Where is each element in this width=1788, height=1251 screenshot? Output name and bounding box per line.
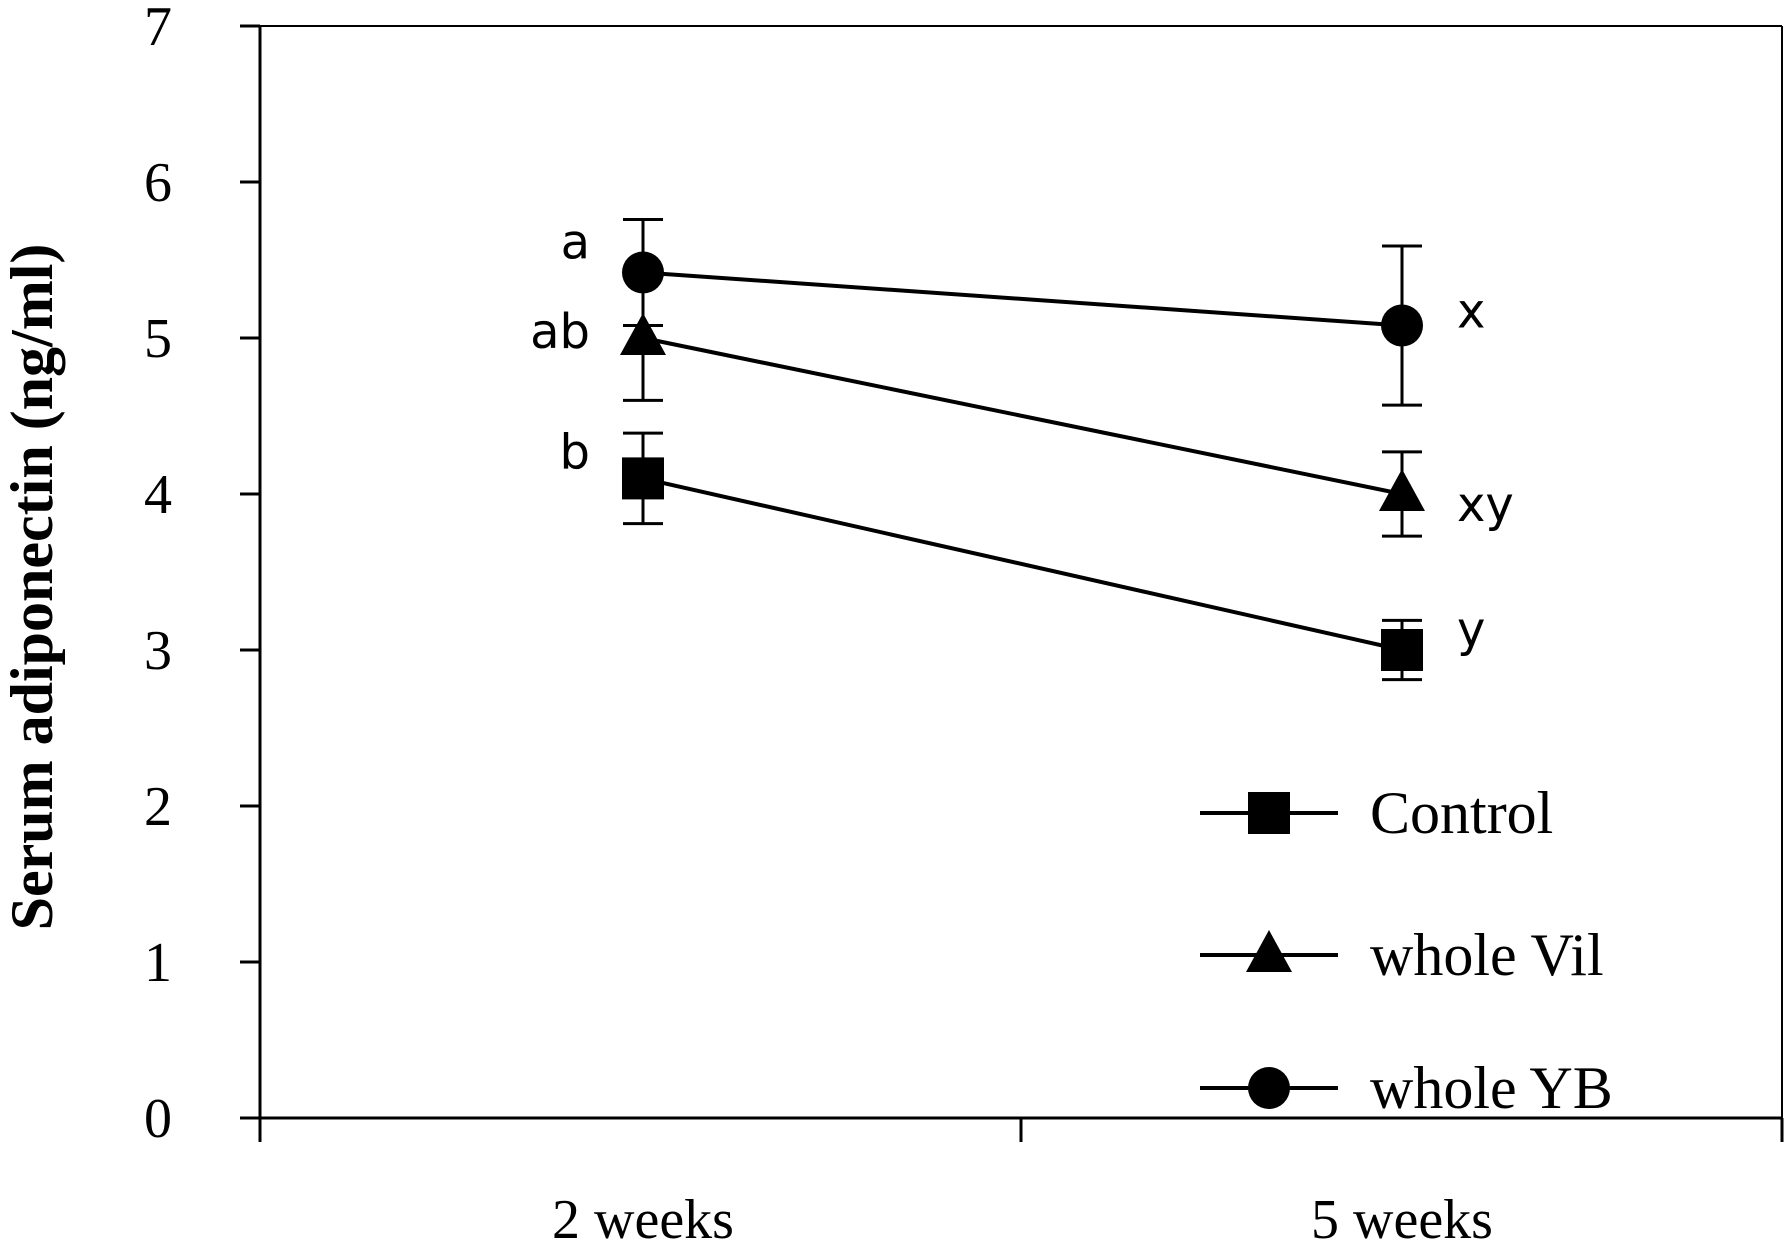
significance-label-whole-yb-1: x — [1457, 284, 1485, 340]
legend-label-control: Control — [1370, 780, 1553, 846]
data-point-control-1 — [1381, 629, 1423, 671]
series-line-control — [642, 476, 1403, 652]
series-whole-vil: ab xy — [530, 274, 1514, 538]
data-point-whole-yb-0 — [622, 251, 664, 294]
legend-label-whole-yb: whole YB — [1370, 1055, 1613, 1121]
y-tick-label-5: 5 — [144, 308, 172, 370]
significance-label-control-0: b — [560, 424, 590, 480]
y-tick-label-6: 6 — [144, 152, 172, 214]
series-line-whole-yb — [642, 270, 1403, 328]
legend-item-whole-vil: whole Vil — [1200, 922, 1604, 988]
significance-label-whole-vil-0: ab — [530, 304, 590, 360]
legend-marker-control — [1248, 792, 1290, 834]
series-line-whole-vil — [642, 336, 1403, 496]
series-control: by — [560, 424, 1485, 682]
x-tick-label-0: 2 weeks — [552, 1189, 734, 1246]
legend-marker-whole-yb — [1248, 1067, 1290, 1109]
significance-label-control-1: y — [1457, 602, 1485, 658]
significance-label-whole-vil-1: xy — [1457, 477, 1514, 533]
legend-label-whole-vil: whole Vil — [1370, 922, 1604, 988]
x-tick-label-1: 5 weeks — [1311, 1189, 1493, 1246]
data-point-whole-vil-1 — [1379, 469, 1425, 511]
axes: 0 1 2 3 4 5 6 7 2 weeks 5 weeks — [144, 0, 1784, 1251]
data-point-whole-vil-0 — [620, 313, 666, 355]
y-tick-label-2: 2 — [144, 776, 172, 838]
legend-item-whole-yb: whole YB — [1200, 1055, 1613, 1121]
series-whole-yb: ax — [561, 214, 1485, 407]
data-point-control-0 — [622, 457, 664, 500]
y-tick-label-3: 3 — [144, 620, 172, 682]
legend-marker-whole-vil — [1246, 930, 1292, 972]
y-axis-label: Serum adiponectin (ng/ml) — [0, 244, 65, 931]
y-tick-label-0: 0 — [144, 1088, 172, 1150]
y-tick-label-4: 4 — [144, 464, 172, 526]
significance-label-whole-yb-0: a — [561, 214, 590, 270]
legend: Control whole Vil whole YB — [1200, 780, 1613, 1121]
legend-item-control: Control — [1200, 780, 1553, 846]
y-tick-label-7: 7 — [144, 0, 172, 58]
data-point-whole-yb-1 — [1381, 304, 1423, 347]
y-tick-label-1: 1 — [144, 932, 172, 994]
